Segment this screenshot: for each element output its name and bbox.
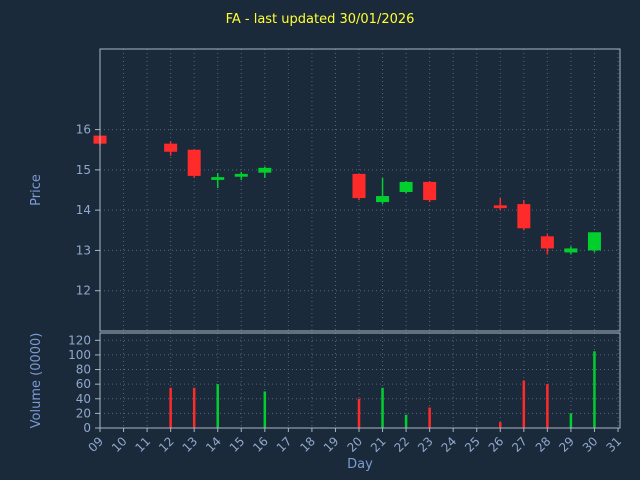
- x-tick-label: 27: [509, 434, 530, 455]
- volume-bar: [169, 387, 172, 428]
- volume-tick-label: 120: [68, 333, 91, 347]
- x-tick-label: 16: [250, 434, 271, 455]
- volume-bar: [522, 380, 526, 428]
- candle-body: [564, 248, 578, 253]
- x-axis-label: Day: [347, 457, 373, 472]
- x-tick-label: 17: [274, 434, 295, 455]
- candle-body: [399, 181, 413, 193]
- candle-body: [211, 177, 225, 180]
- price-tick-label: 13: [76, 243, 91, 257]
- candle-body: [493, 205, 507, 209]
- x-tick-label: 25: [462, 434, 483, 455]
- volume-bar: [593, 351, 596, 428]
- x-tick-label: 26: [486, 434, 507, 455]
- x-tick-label: 22: [392, 434, 413, 455]
- volume-bar: [546, 384, 549, 428]
- candle-body: [587, 232, 601, 251]
- x-tick-label: 13: [180, 434, 201, 455]
- volume-bar: [216, 384, 219, 428]
- candle-body: [423, 181, 437, 201]
- x-tick-label: 30: [580, 434, 601, 455]
- volume-axis-label: Volume (0000): [29, 333, 44, 429]
- volume-bar: [569, 413, 573, 428]
- x-tick-label: 31: [603, 434, 624, 455]
- volume-bar: [428, 407, 431, 428]
- candle-body: [187, 149, 201, 176]
- volume-bar: [499, 422, 502, 428]
- volume-tick-label: 100: [68, 348, 91, 362]
- volume-bar: [263, 391, 267, 428]
- price-axis-label: Price: [29, 174, 44, 206]
- x-tick-label: 09: [85, 434, 106, 455]
- x-tick-label: 12: [156, 434, 177, 455]
- x-tick-label: 19: [321, 434, 342, 455]
- volume-tick-label: 20: [76, 406, 91, 420]
- candle-body: [517, 204, 531, 229]
- candle-body: [540, 236, 554, 249]
- x-tick-label: 14: [203, 434, 224, 455]
- price-tick-label: 14: [76, 203, 91, 217]
- x-tick-label: 23: [415, 434, 436, 455]
- price-panel-border: [99, 48, 621, 332]
- volume-bar: [381, 387, 384, 428]
- price-tick-label: 12: [76, 284, 91, 298]
- price-tick-label: 15: [76, 163, 91, 177]
- volume-tick-label: 40: [76, 392, 91, 406]
- x-tick-label: 28: [533, 434, 554, 455]
- price-tick-label: 16: [76, 123, 91, 137]
- volume-bar: [404, 414, 408, 428]
- x-tick-label: 20: [344, 434, 365, 455]
- candle-body: [258, 167, 272, 173]
- candle-body: [234, 173, 248, 177]
- candle-body: [352, 173, 366, 199]
- x-tick-label: 24: [439, 434, 460, 455]
- x-tick-label: 18: [297, 434, 318, 455]
- chart-title: FA - last updated 30/01/2026: [225, 12, 415, 27]
- volume-bar: [192, 387, 196, 428]
- volume-bar: [357, 398, 361, 428]
- x-tick-label: 21: [368, 434, 389, 455]
- x-tick-label: 11: [133, 434, 154, 455]
- volume-tick-label: 0: [83, 421, 91, 435]
- candle-body: [164, 143, 178, 152]
- x-tick-label: 10: [109, 434, 130, 455]
- volume-tick-label: 80: [76, 363, 91, 377]
- volume-panel-border: [99, 332, 621, 429]
- x-tick-label: 29: [556, 434, 577, 455]
- x-tick-label: 15: [227, 434, 248, 455]
- volume-tick-label: 60: [76, 377, 91, 391]
- candle-body: [376, 196, 390, 203]
